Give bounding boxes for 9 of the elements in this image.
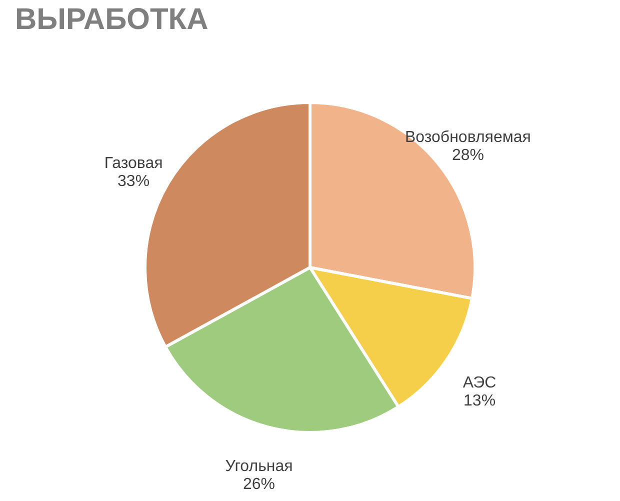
data-label: 26% xyxy=(243,476,276,494)
slice-label: Угольная xyxy=(225,458,293,476)
slice-label: Газовая xyxy=(104,155,163,172)
data-label: 33% xyxy=(118,173,150,190)
slice-label: Возобновляемая xyxy=(404,128,531,146)
data-label: 13% xyxy=(464,392,496,410)
slice-label: АЭС xyxy=(462,374,496,392)
chart-title: ВЫРАБОТКА xyxy=(15,3,208,36)
data-label: 28% xyxy=(452,146,484,164)
